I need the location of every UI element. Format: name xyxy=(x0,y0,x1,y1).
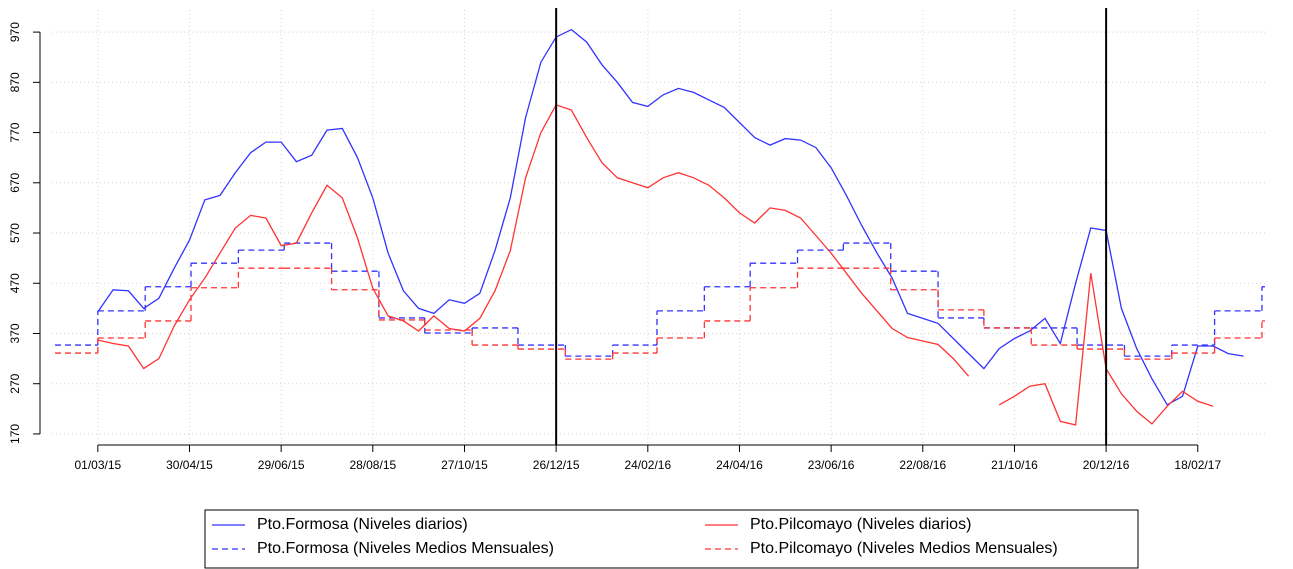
y-tick-label: 170 xyxy=(8,424,22,444)
y-tick-label: 570 xyxy=(8,223,22,243)
legend-label: Pto.Pilcomayo (Niveles diarios) xyxy=(750,516,971,533)
y-tick-label: 670 xyxy=(8,172,22,192)
x-tick-label: 22/08/16 xyxy=(899,458,946,472)
x-tick-label: 30/04/15 xyxy=(166,458,213,472)
y-tick-label: 870 xyxy=(8,72,22,92)
series-line xyxy=(97,104,1214,426)
x-tick-label: 24/02/16 xyxy=(624,458,671,472)
legend-label: Pto.Formosa (Niveles diarios) xyxy=(257,516,468,533)
x-tick-label: 18/02/17 xyxy=(1174,458,1221,472)
y-tick-label: 970 xyxy=(8,22,22,42)
x-tick-label: 29/06/15 xyxy=(258,458,305,472)
x-tick-label: 24/04/16 xyxy=(716,458,763,472)
x-tick-label: 21/10/16 xyxy=(991,458,1038,472)
y-tick-label: 370 xyxy=(8,323,22,343)
series-line xyxy=(97,28,1244,406)
x-tick-label: 28/08/15 xyxy=(349,458,396,472)
legend-box xyxy=(204,509,1139,569)
y-tick-label: 470 xyxy=(8,273,22,293)
x-tick-label: 20/12/16 xyxy=(1083,458,1130,472)
y-tick-label: 770 xyxy=(8,122,22,142)
x-tick-label: 26/12/15 xyxy=(533,458,580,472)
legend-label: Pto.Pilcomayo (Niveles Medios Mensuales) xyxy=(750,540,1058,557)
x-tick-label: 23/06/16 xyxy=(808,458,855,472)
x-tick-label: 27/10/15 xyxy=(441,458,488,472)
legend-label: Pto.Formosa (Niveles Medios Mensuales) xyxy=(257,540,554,557)
y-tick-label: 270 xyxy=(8,373,22,393)
x-tick-label: 01/03/15 xyxy=(74,458,121,472)
